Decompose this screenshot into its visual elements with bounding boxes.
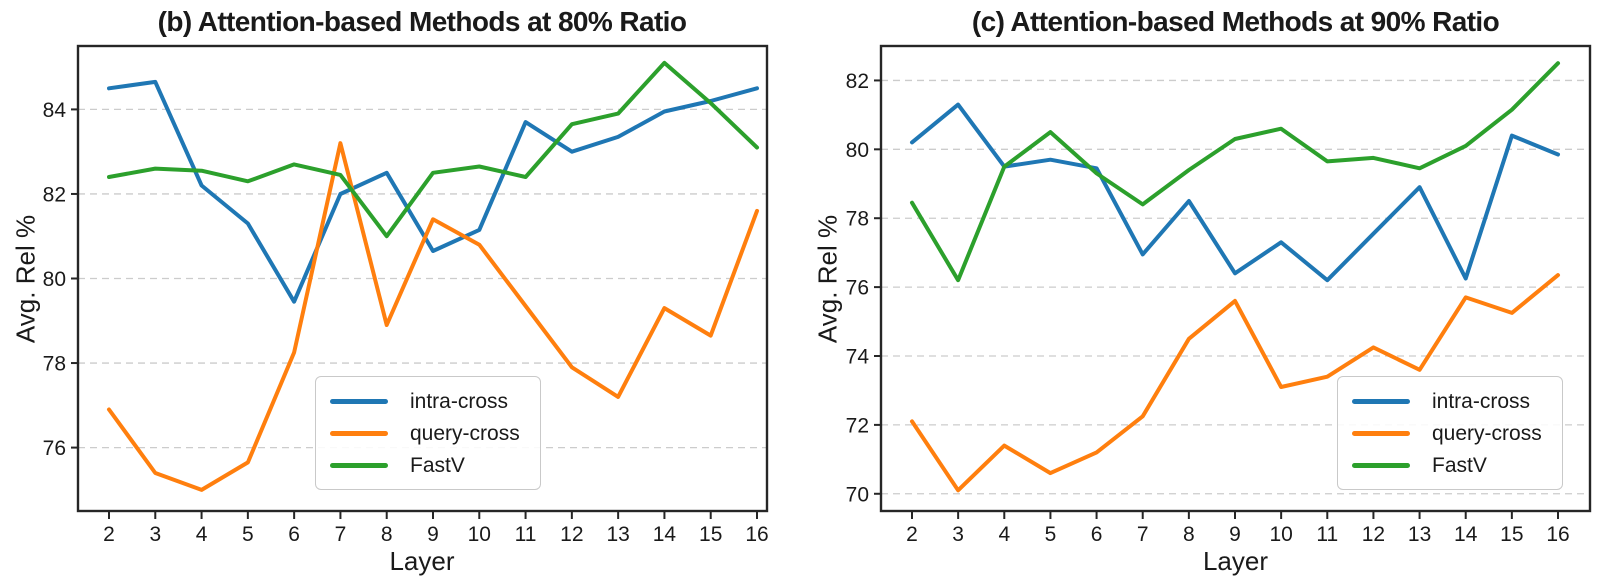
series-line-intra-cross: [910, 102, 1560, 283]
legend-swatch-query-cross: [1352, 430, 1410, 436]
x-tick-label: 12: [560, 523, 583, 546]
y-tick-label: 78: [43, 353, 66, 376]
y-tick-label: 74: [846, 346, 870, 369]
legend-label: query-cross: [410, 421, 520, 445]
y-tick-label: 80: [43, 268, 66, 291]
y-tick-label: 70: [846, 483, 869, 506]
series-line-intra-cross: [107, 79, 759, 304]
legend-label: intra-cross: [410, 389, 509, 413]
x-tick-label: 9: [427, 523, 439, 546]
y-tick-label: 84: [43, 99, 67, 122]
y-axis-label: Avg. Rel %: [812, 214, 843, 344]
legend-swatch-intra-cross: [1352, 398, 1410, 404]
legend-label: FastV: [410, 453, 465, 477]
legend-swatch-FastV: [1352, 462, 1410, 468]
x-tick-label: 6: [288, 523, 300, 546]
y-tick-label: 76: [43, 437, 66, 460]
legend: intra-cross query-cross FastV: [315, 376, 541, 490]
series-line-query-cross: [910, 273, 1560, 493]
y-tick-label: 76: [846, 277, 869, 300]
x-tick-label: 10: [1269, 523, 1292, 546]
x-tick-label: 4: [998, 523, 1010, 546]
x-tick-label: 3: [149, 523, 161, 546]
legend-label: query-cross: [1432, 421, 1542, 445]
x-tick-label: 5: [242, 523, 254, 546]
x-tick-label: 10: [468, 523, 491, 546]
legend-item-intra-cross: intra-cross: [330, 385, 520, 417]
x-tick-label: 14: [653, 523, 677, 546]
legend-label: intra-cross: [1432, 389, 1531, 413]
chart-panel-80-ratio: 76 78 80 82 84 2 3 4 5 6 7 8 9 10 11 12 13 14 15 16 (b) Att…: [10, 6, 769, 576]
legend-item-FastV: FastV: [1352, 449, 1542, 481]
x-tick-label: 3: [952, 523, 964, 546]
legend-item-FastV: FastV: [330, 449, 520, 481]
chart-title-90-ratio: (c) Attention-based Methods at 90% Ratio: [971, 6, 1500, 37]
chart-panel-90-ratio: 70 72 74 76 78 80 82 2 3 4 5 6 7 8 9 10 11 12 13 14 15 16 (c)…: [806, 0, 1611, 582]
x-tick-label: 13: [606, 523, 629, 546]
x-tick-label: 7: [335, 523, 347, 546]
y-tick-label: 78: [846, 208, 869, 231]
series-line-query-cross: [107, 141, 759, 492]
x-tick-label: 15: [1500, 523, 1523, 546]
legend-swatch-FastV: [330, 462, 388, 468]
x-tick-label: 11: [515, 523, 537, 546]
legend-item-query-cross: query-cross: [1352, 417, 1542, 449]
y-axis-label: Avg. Rel %: [10, 214, 41, 344]
x-tick-label: 16: [745, 523, 768, 546]
x-tick-label: 16: [1546, 523, 1569, 546]
legend-swatch-intra-cross: [330, 398, 388, 404]
x-axis-label: Layer: [389, 546, 455, 576]
x-tick-label: 6: [1091, 523, 1103, 546]
y-tick-label: 72: [846, 414, 869, 437]
x-tick-label: 14: [1454, 523, 1478, 546]
x-axis-label: Layer: [1202, 546, 1269, 576]
x-tick-label: 2: [906, 523, 918, 546]
legend-label: FastV: [1432, 453, 1487, 477]
x-tick-label: 15: [699, 523, 722, 546]
series-line-FastV: [107, 60, 759, 239]
y-tick-label: 82: [43, 183, 66, 206]
legend-item-intra-cross: intra-cross: [1352, 385, 1542, 417]
legend-item-query-cross: query-cross: [330, 417, 520, 449]
x-tick-label: 8: [1183, 523, 1195, 546]
legend-swatch-query-cross: [330, 430, 388, 436]
plot-border: [879, 44, 1592, 513]
x-tick-label: 5: [1045, 523, 1057, 546]
x-tick-label: 4: [196, 523, 208, 546]
x-tick-label: 12: [1362, 523, 1385, 546]
x-tick-label: 13: [1408, 523, 1431, 546]
legend: intra-cross query-cross FastV: [1337, 376, 1563, 490]
x-tick-label: 9: [1229, 523, 1241, 546]
x-tick-label: 7: [1137, 523, 1149, 546]
y-tick-label: 82: [846, 70, 869, 93]
x-tick-label: 11: [1316, 523, 1338, 546]
x-tick-label: 2: [103, 523, 115, 546]
plot-border: [76, 44, 769, 513]
y-tick-label: 80: [846, 139, 869, 162]
series-line-FastV: [910, 61, 1560, 283]
chart-title-80-ratio: (b) Attention-based Methods at 80% Ratio: [157, 6, 687, 37]
x-tick-label: 8: [381, 523, 393, 546]
